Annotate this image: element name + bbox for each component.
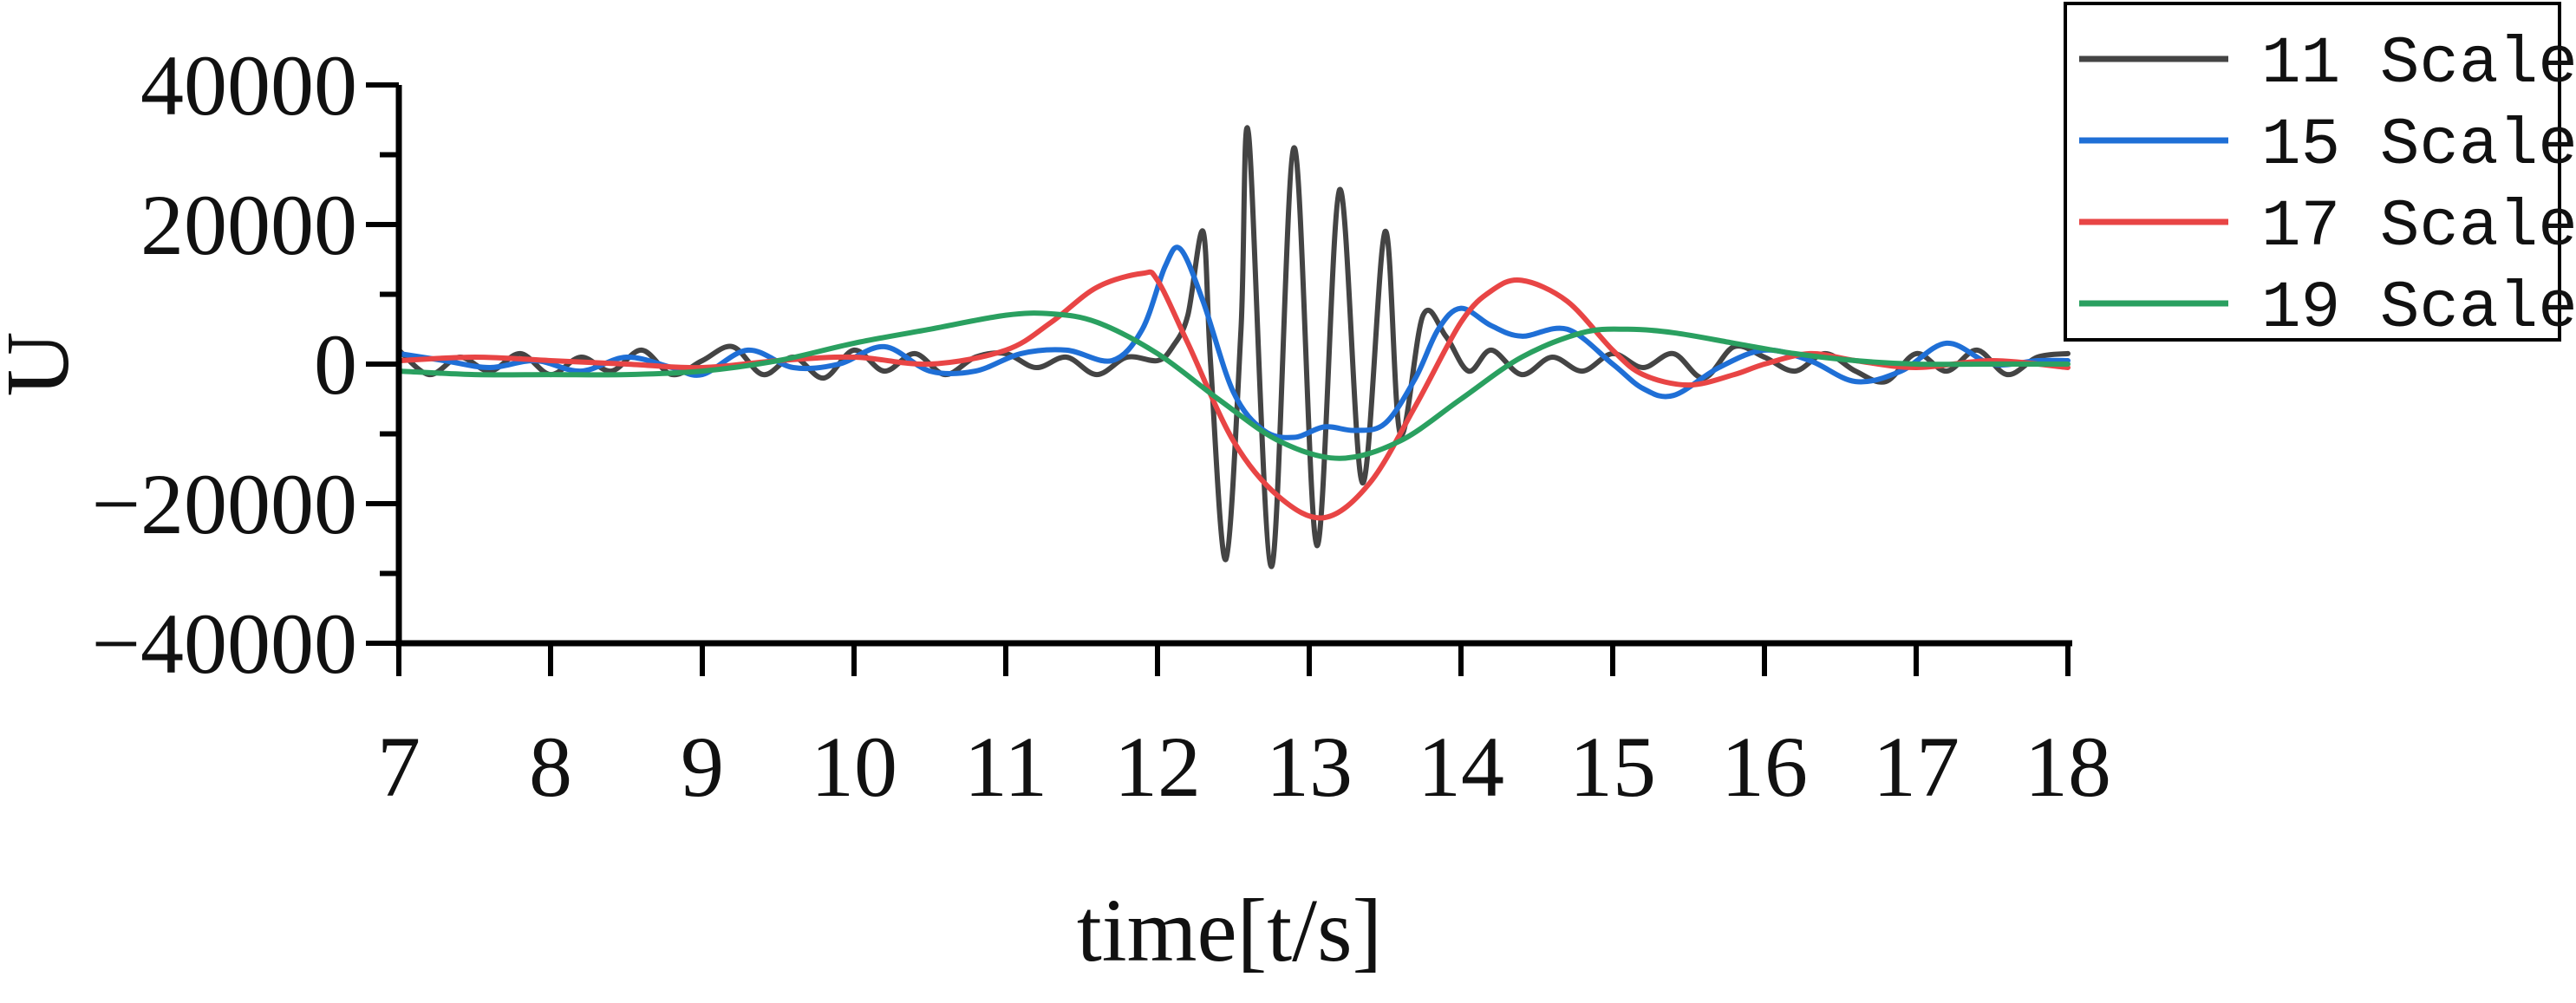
x-tick-label: 8 [529,719,572,815]
y-tick-label: −20000 [92,456,357,552]
x-tick-label: 10 [811,719,897,815]
x-axis-title: time[t/s] [1077,881,1382,980]
y-tick-label: 0 [314,316,357,413]
x-tick-label: 16 [1721,719,1808,815]
legend-label-2: 15 Scale [2261,108,2576,183]
y-tick-label: 20000 [140,177,357,273]
y-axis-title: U [0,331,88,396]
y-tick-label: 40000 [140,37,357,134]
y-tick-label: −40000 [92,596,357,692]
legend-label-1: 11 Scale [2261,27,2576,101]
legend-label-4: 19 Scale [2261,271,2576,346]
x-tick-label: 14 [1418,719,1504,815]
y-ticks: −40000 −20000 0 20000 40000 [92,37,399,692]
legend-label-3: 17 Scale [2261,190,2576,264]
series-line-1 [396,125,2071,570]
x-tick-label: 12 [1114,719,1201,815]
x-tick-label: 11 [964,719,1047,815]
x-tick-label: 18 [2025,719,2111,815]
x-tick-label: 17 [1873,719,1960,815]
x-ticks: 7 8 9 10 11 12 13 14 15 16 17 18 [377,643,2111,815]
x-tick-label: 15 [1569,719,1656,815]
x-tick-label: 13 [1266,719,1353,815]
x-tick-label: 9 [681,719,724,815]
x-tick-label: 7 [377,719,421,815]
plot-lines [396,125,2071,570]
series-line-4 [396,310,2071,461]
